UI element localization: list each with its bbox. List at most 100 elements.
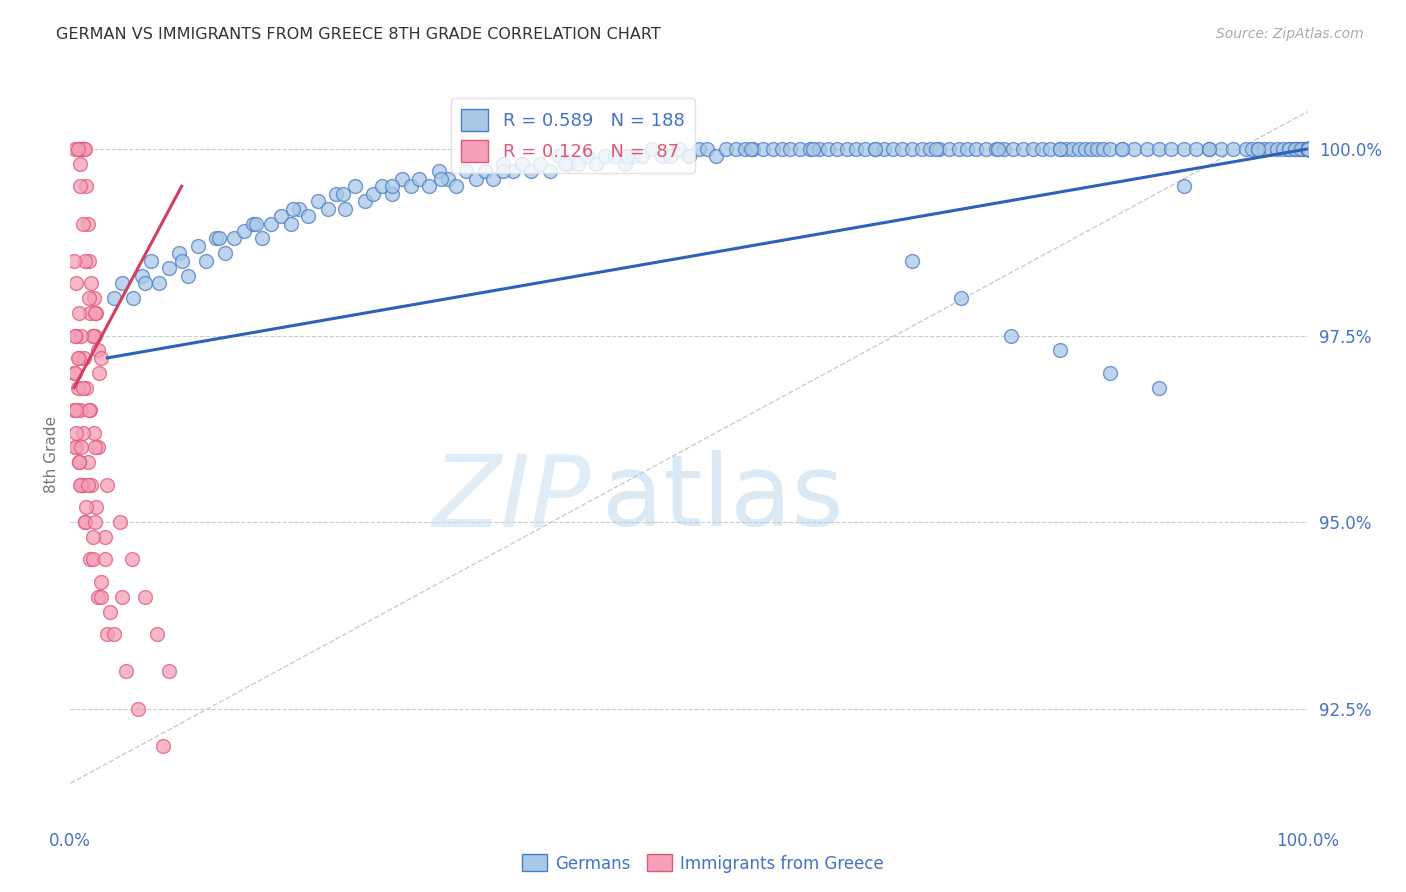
Point xyxy=(70,441,93,455)
Point xyxy=(1054,142,1077,156)
Point xyxy=(232,224,254,238)
Text: atlas: atlas xyxy=(602,450,844,548)
Point xyxy=(1039,142,1062,156)
Point xyxy=(631,149,654,163)
Point xyxy=(873,142,896,156)
Point xyxy=(956,142,979,156)
Point xyxy=(1012,142,1035,156)
Point xyxy=(72,217,94,231)
Point xyxy=(678,149,700,163)
Point xyxy=(73,351,96,365)
Point xyxy=(82,328,104,343)
Point xyxy=(1296,142,1319,156)
Point xyxy=(837,142,859,156)
Point xyxy=(1022,142,1045,156)
Point xyxy=(65,441,87,455)
Point xyxy=(214,246,236,260)
Point xyxy=(103,291,125,305)
Point xyxy=(80,277,103,291)
Point xyxy=(789,142,811,156)
Point xyxy=(245,217,267,231)
Point xyxy=(1296,142,1319,156)
Point xyxy=(1080,142,1102,156)
Point xyxy=(1296,142,1319,156)
Point xyxy=(111,590,134,604)
Point xyxy=(391,171,413,186)
Point xyxy=(103,627,125,641)
Point xyxy=(554,157,576,171)
Point xyxy=(83,425,105,440)
Point xyxy=(72,381,94,395)
Point xyxy=(1111,142,1133,156)
Point xyxy=(1265,142,1288,156)
Point xyxy=(122,291,145,305)
Point xyxy=(827,142,849,156)
Point xyxy=(1123,142,1146,156)
Point xyxy=(1286,142,1309,156)
Point xyxy=(67,306,90,320)
Point xyxy=(408,171,430,186)
Point xyxy=(938,142,960,156)
Point xyxy=(170,253,193,268)
Point xyxy=(146,627,169,641)
Point xyxy=(82,328,104,343)
Point xyxy=(82,530,104,544)
Point xyxy=(79,403,101,417)
Point xyxy=(1198,142,1220,156)
Point xyxy=(974,142,997,156)
Point xyxy=(1296,142,1319,156)
Text: GERMAN VS IMMIGRANTS FROM GREECE 8TH GRADE CORRELATION CHART: GERMAN VS IMMIGRANTS FROM GREECE 8TH GRA… xyxy=(56,27,661,42)
Point xyxy=(1296,142,1319,156)
Point xyxy=(72,142,94,156)
Point xyxy=(1296,142,1319,156)
Point xyxy=(90,574,112,589)
Point xyxy=(993,142,1015,156)
Point xyxy=(63,253,86,268)
Point xyxy=(890,142,912,156)
Point xyxy=(1240,142,1263,156)
Point xyxy=(157,665,180,679)
Point xyxy=(1049,142,1071,156)
Point xyxy=(1296,142,1319,156)
Point xyxy=(1278,142,1301,156)
Point xyxy=(399,179,422,194)
Point xyxy=(519,164,541,178)
Point xyxy=(84,441,107,455)
Point xyxy=(853,142,876,156)
Point xyxy=(1173,142,1195,156)
Point xyxy=(688,142,710,156)
Point xyxy=(381,186,404,201)
Point xyxy=(742,142,765,156)
Point xyxy=(1198,142,1220,156)
Point xyxy=(928,142,950,156)
Point xyxy=(910,142,932,156)
Point xyxy=(371,179,394,194)
Point xyxy=(343,179,366,194)
Point xyxy=(87,366,110,380)
Point xyxy=(446,179,468,194)
Point xyxy=(66,381,89,395)
Point xyxy=(770,142,793,156)
Point xyxy=(1296,142,1319,156)
Point xyxy=(148,277,170,291)
Point xyxy=(108,515,131,529)
Point xyxy=(948,142,970,156)
Point xyxy=(585,157,607,171)
Point xyxy=(1067,142,1090,156)
Point xyxy=(613,157,636,171)
Point xyxy=(96,477,118,491)
Point xyxy=(84,306,107,320)
Point xyxy=(762,142,785,156)
Point xyxy=(86,441,108,455)
Point xyxy=(1294,142,1316,156)
Point xyxy=(77,291,100,305)
Point xyxy=(86,590,108,604)
Point xyxy=(474,164,496,178)
Point xyxy=(576,149,599,163)
Point xyxy=(67,455,90,469)
Point xyxy=(381,179,404,194)
Point xyxy=(678,149,700,163)
Point xyxy=(94,530,117,544)
Point xyxy=(659,149,682,163)
Point xyxy=(1000,328,1022,343)
